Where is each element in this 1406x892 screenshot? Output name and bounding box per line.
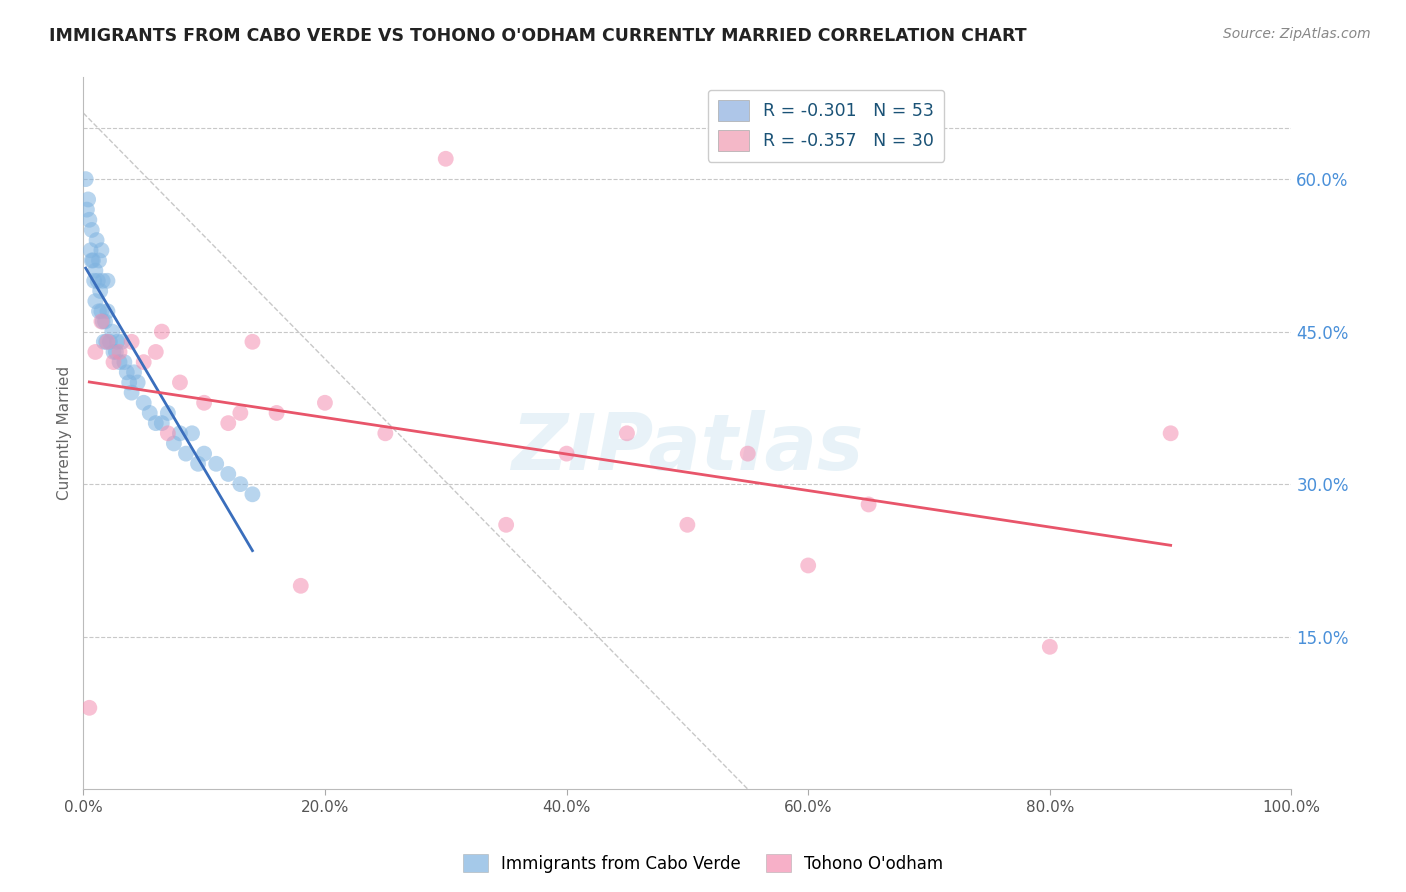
Point [79,244,101,258]
Point [616,426,638,441]
Point [91,314,114,328]
Point [169,426,191,441]
Point [76,202,98,217]
Point [169,376,191,390]
Point [112,355,135,369]
Text: Source: ZipAtlas.com: Source: ZipAtlas.com [1223,27,1371,41]
Point [98,334,121,349]
Point [80,223,103,237]
Point [105,334,128,349]
Point [121,334,143,349]
Point [103,355,125,369]
Y-axis label: Currently Married: Currently Married [58,367,72,500]
Text: IMMIGRANTS FROM CABO VERDE VS TOHONO O'ODHAM CURRENTLY MARRIED CORRELATION CHART: IMMIGRANTS FROM CABO VERDE VS TOHONO O'O… [49,27,1026,45]
Point [205,457,228,471]
Point [77,193,100,207]
Point [314,396,336,410]
Point [108,355,131,369]
Point [174,447,197,461]
Point [242,487,264,501]
Point [495,517,517,532]
Point [217,467,239,481]
Point [83,274,105,288]
Point [90,314,112,328]
Point [86,233,108,247]
Point [193,447,215,461]
Point [115,365,138,379]
Point [132,396,155,410]
Legend: R = -0.301   N = 53, R = -0.357   N = 30: R = -0.301 N = 53, R = -0.357 N = 30 [707,90,945,161]
Point [374,426,396,441]
Point [187,457,209,471]
Point [93,334,115,349]
Point [101,325,124,339]
Point [145,345,167,359]
Point [87,304,110,318]
Point [434,152,457,166]
Point [290,579,312,593]
Legend: Immigrants from Cabo Verde, Tohono O'odham: Immigrants from Cabo Verde, Tohono O'odh… [456,847,950,880]
Point [163,436,186,450]
Point [103,345,125,359]
Point [242,334,264,349]
Point [96,334,118,349]
Point [96,274,118,288]
Point [108,345,131,359]
Point [122,365,145,379]
Point [229,406,252,420]
Point [139,406,162,420]
Point [118,376,141,390]
Point [89,284,111,298]
Point [79,701,101,715]
Point [1039,640,1062,654]
Point [858,498,880,512]
Point [111,334,134,349]
Point [266,406,288,420]
Point [87,253,110,268]
Point [79,212,101,227]
Point [127,376,149,390]
Point [94,314,117,328]
Point [1160,426,1182,441]
Point [84,345,107,359]
Point [132,355,155,369]
Point [75,172,97,186]
Point [87,274,110,288]
Point [229,477,252,491]
Point [150,416,173,430]
Text: ZIPatlas: ZIPatlas [512,409,863,485]
Point [181,426,204,441]
Point [96,334,118,349]
Point [193,396,215,410]
Point [676,517,699,532]
Point [91,274,114,288]
Point [797,558,820,573]
Point [121,385,143,400]
Point [82,253,104,268]
Point [84,263,107,277]
Point [104,345,127,359]
Point [80,253,103,268]
Point [90,304,112,318]
Point [737,447,759,461]
Point [156,406,179,420]
Point [96,304,118,318]
Point [217,416,239,430]
Point [90,244,112,258]
Point [145,416,167,430]
Point [156,426,179,441]
Point [150,325,173,339]
Point [555,447,578,461]
Point [84,294,107,309]
